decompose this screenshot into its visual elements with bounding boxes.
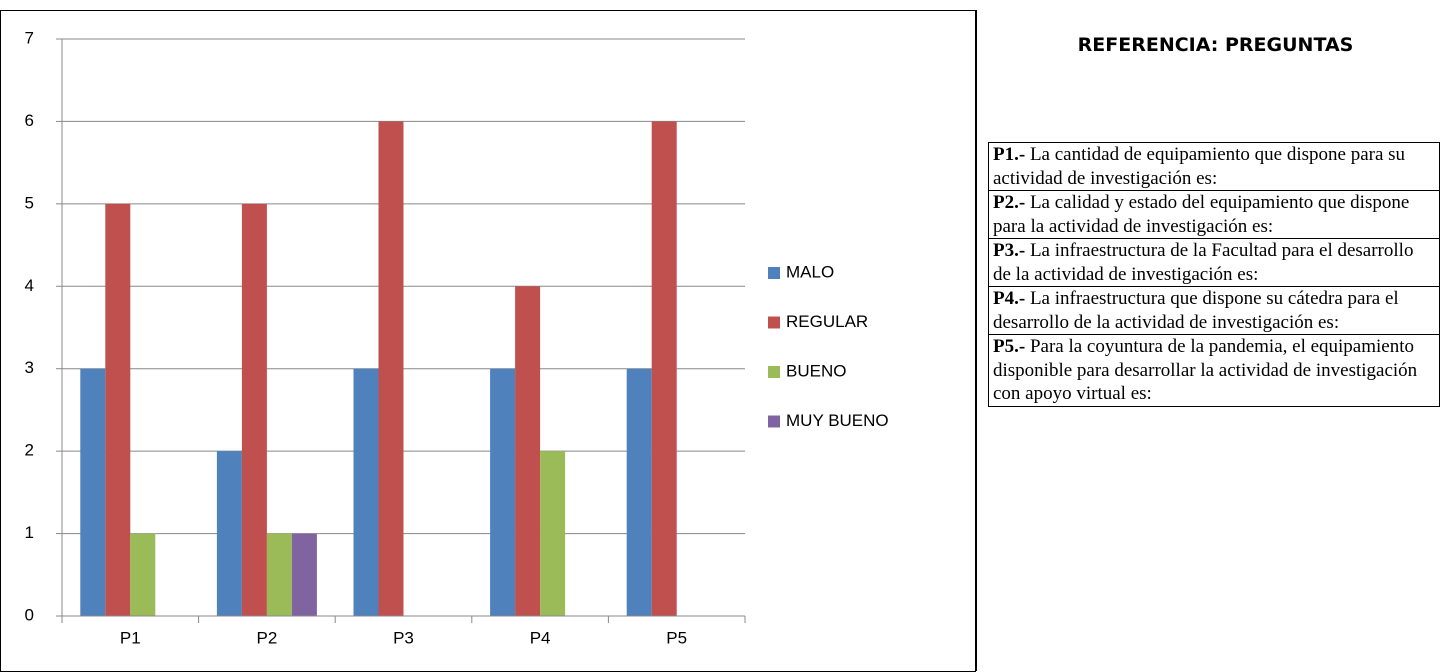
y-tick-label: 0 bbox=[25, 605, 34, 624]
y-tick-label: 7 bbox=[25, 28, 34, 47]
chart: 0 1 2 3 4 5 6 7 P1 P2 P3 P4 P5 MALO REGULAR BUENO MUY BU… bbox=[0, 10, 976, 672]
x-tick-label: P3 bbox=[393, 628, 414, 647]
y-tick-label: 2 bbox=[25, 441, 34, 460]
reference-cell: P3.- La infraestructura de la Facultad p… bbox=[988, 238, 1440, 287]
reference-cell: P1.- La cantidad de equipamiento que dis… bbox=[988, 142, 1440, 191]
y-tick-label: 6 bbox=[25, 111, 34, 130]
reference-row: P5.- Para la coyuntura de la pandemia, e… bbox=[988, 334, 1440, 407]
reference-label: P1.- bbox=[993, 144, 1026, 165]
bar bbox=[266, 533, 292, 616]
bar bbox=[241, 203, 267, 616]
bar bbox=[515, 286, 541, 616]
y-tick-label: 4 bbox=[25, 276, 34, 295]
reference-title: REFERENCIA: PREGUNTAS bbox=[1077, 34, 1354, 56]
reference-row: P3.- La infraestructura de la Facultad p… bbox=[988, 238, 1440, 287]
reference-text: La infraestructura que dispone su cátedr… bbox=[993, 288, 1399, 333]
reference-cell: P2.- La calidad y estado del equipamient… bbox=[988, 190, 1440, 239]
x-tick-label: P4 bbox=[530, 628, 551, 647]
legend-label: REGULAR bbox=[786, 312, 868, 331]
reference-row: P2.- La calidad y estado del equipamient… bbox=[988, 190, 1440, 239]
reference-text: La infraestructura de la Facultad para e… bbox=[993, 240, 1414, 285]
bar bbox=[490, 368, 516, 616]
reference-label: P5.- bbox=[993, 336, 1026, 357]
bar bbox=[353, 368, 379, 616]
reference-label: P4.- bbox=[993, 288, 1026, 309]
reference-panel: REFERENCIA: PREGUNTAS P1.- La cantidad d… bbox=[976, 10, 1454, 671]
bar bbox=[130, 533, 156, 616]
bar bbox=[626, 368, 652, 616]
legend-label: MALO bbox=[786, 262, 834, 281]
reference-table: P1.- La cantidad de equipamiento que dis… bbox=[988, 142, 1440, 407]
reference-label: P3.- bbox=[993, 240, 1026, 261]
bar bbox=[216, 451, 242, 616]
legend-swatch bbox=[768, 267, 780, 279]
bar bbox=[378, 121, 404, 616]
legend-swatch bbox=[768, 415, 780, 428]
bar bbox=[105, 203, 131, 616]
bar bbox=[80, 368, 106, 616]
reference-cell: P5.- Para la coyuntura de la pandemia, e… bbox=[988, 334, 1440, 407]
legend-label: BUENO bbox=[786, 361, 846, 380]
legend-label: MUY BUENO bbox=[786, 411, 889, 430]
reference-text: Para la coyuntura de la pandemia, el equ… bbox=[993, 336, 1418, 404]
y-tick-label: 1 bbox=[25, 523, 34, 542]
bar bbox=[291, 533, 317, 616]
bar bbox=[540, 451, 566, 616]
x-tick-label: P2 bbox=[257, 628, 278, 647]
bar bbox=[651, 121, 677, 616]
x-tick-label: P1 bbox=[120, 628, 141, 647]
x-tick-label: P5 bbox=[666, 628, 687, 647]
reference-text: La cantidad de equipamiento que dispone … bbox=[993, 144, 1406, 189]
reference-row: P4.- La infraestructura que dispone su c… bbox=[988, 286, 1440, 335]
reference-label: P2.- bbox=[993, 192, 1026, 213]
reference-row: P1.- La cantidad de equipamiento que dis… bbox=[988, 142, 1440, 191]
reference-cell: P4.- La infraestructura que dispone su c… bbox=[988, 286, 1440, 335]
y-tick-label: 3 bbox=[25, 358, 34, 377]
legend-swatch bbox=[768, 366, 780, 378]
reference-text: La calidad y estado del equipamiento que… bbox=[993, 192, 1410, 237]
y-tick-label: 5 bbox=[25, 193, 34, 212]
legend-swatch bbox=[768, 316, 780, 329]
